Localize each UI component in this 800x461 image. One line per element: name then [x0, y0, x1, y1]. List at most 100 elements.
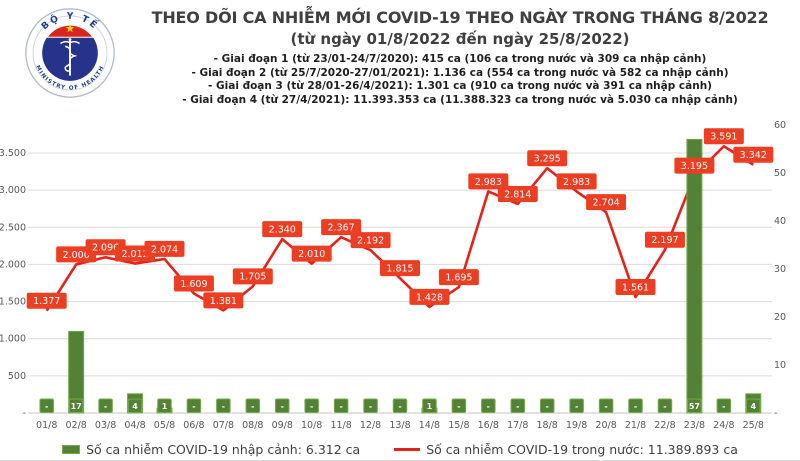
bar-label-box	[598, 398, 614, 413]
x-axis-tick: 17/8	[507, 420, 528, 431]
y-axis-left-tick: 1.000	[0, 334, 26, 345]
bar-label: -	[369, 402, 372, 411]
bar-label-box	[157, 398, 172, 413]
chart-legend: Số ca nhiễm COVID-19 nhập cảnh: 6.312 ca…	[0, 438, 800, 460]
bar-label: -	[457, 402, 460, 411]
x-axis-tick: 05/8	[154, 420, 175, 431]
y-axis-left-tick: -	[23, 408, 26, 419]
y-axis-left-tick: 500	[8, 371, 26, 382]
bar-label: -	[546, 402, 549, 411]
line-label-box	[262, 221, 303, 238]
line-label-box	[556, 173, 597, 190]
bar-label: -	[634, 402, 637, 411]
phase-1-summary: - Giai đoạn 1 (từ 23/01-24/7/2020): 415 …	[213, 53, 707, 65]
bar-label-box	[539, 398, 555, 413]
bar-label-box	[716, 398, 732, 413]
bar-label-box	[451, 398, 467, 413]
line-label: 2.983	[475, 177, 502, 188]
x-axis-tick: 24/8	[713, 420, 734, 431]
line-label: 2.010	[298, 249, 325, 260]
line-label-box	[497, 185, 538, 202]
line-label: 1.381	[210, 296, 237, 307]
line-label: 3.342	[740, 150, 767, 161]
bar-label-box	[304, 398, 319, 413]
combo-chart-plot: -17-4 1- - - - - - - -1- - - - - - - -57-41.3772.0002.0…	[0, 120, 786, 431]
y-axis-right-tick: 30	[774, 264, 786, 275]
legend-domestic-label: Số ca nhiễm COVID-19 trong nước: 11.389.…	[426, 441, 738, 457]
page-subtitle: (từ ngày 01/8/2022 đến ngày 25/8/2022)	[290, 30, 630, 48]
line-label-box	[203, 292, 244, 309]
bar-label-box	[657, 398, 673, 413]
line-label: 3.591	[710, 132, 737, 143]
imported-cases-bar	[686, 138, 703, 414]
x-axis-tick: 13/8	[389, 420, 410, 431]
bar-label-box	[481, 398, 496, 413]
bar-label-box	[98, 398, 113, 413]
legend-imported-label: Số ca nhiễm COVID-19 nhập cảnh: 6.312 ca	[86, 441, 361, 457]
bar-label-box	[39, 398, 54, 413]
line-label: 1.695	[445, 272, 472, 283]
domestic-cases-line	[45, 144, 754, 312]
bar-label: 57	[689, 402, 700, 411]
line-label-box	[291, 245, 332, 262]
bar-label: -	[310, 402, 313, 411]
line-label-box	[173, 275, 214, 292]
line-label: 1.815	[386, 264, 413, 275]
line-label-box	[409, 288, 450, 305]
bar-label: -	[192, 402, 195, 411]
domestic-line-swatch-icon	[394, 447, 421, 451]
y-axis-left-tick: 2.500	[0, 222, 26, 233]
line-label: 1.377	[33, 296, 60, 307]
logo-red-cap	[46, 24, 94, 38]
chart-header: THEO DÕI CA NHIỄM MỚI COVID-19 THEO NGÀY…	[128, 8, 792, 107]
x-axis-tick: 06/8	[183, 420, 204, 431]
x-axis-tick: 02/8	[65, 420, 86, 431]
bar-label: -	[487, 402, 490, 411]
x-axis-tick: 16/8	[478, 420, 499, 431]
y-axis-left-tick: 3.500	[0, 148, 26, 159]
bar-label: -	[251, 402, 254, 411]
bar-label-box	[628, 398, 643, 413]
bar-label: 4	[132, 402, 138, 411]
line-label: 2.367	[328, 223, 355, 234]
line-label: 3.295	[534, 154, 561, 165]
y-axis-right-tick: 50	[774, 168, 786, 179]
x-axis-tick: 09/8	[272, 420, 293, 431]
bar-label-box	[422, 398, 437, 413]
line-label-box	[26, 292, 67, 309]
y-axis-right-tick: 40	[774, 216, 786, 227]
bar-label: -	[575, 402, 578, 411]
bar-label: -	[281, 402, 284, 411]
line-label-box	[144, 240, 185, 257]
x-axis-tick: 07/8	[213, 420, 234, 431]
line-label: 1.705	[239, 272, 266, 283]
bar-label-box	[245, 398, 261, 413]
page-title: THEO DÕI CA NHIỄM MỚI COVID-19 THEO NGÀY…	[151, 8, 769, 27]
legend-item-imported: Số ca nhiễm COVID-19 nhập cảnh: 6.312 ca	[62, 442, 360, 457]
line-label: 2.704	[592, 198, 619, 209]
line-label: 2.074	[151, 244, 178, 255]
bar-label: 17	[71, 402, 82, 411]
line-label: 1.609	[180, 279, 207, 290]
bar-label: -	[516, 402, 519, 411]
line-label: 2.192	[357, 236, 384, 247]
line-label-box	[468, 173, 509, 190]
x-axis-tick: 11/8	[330, 420, 351, 431]
bar-label: -	[604, 402, 607, 411]
line-label: 1.561	[622, 282, 649, 293]
line-label: 2.012	[121, 249, 148, 260]
bar-label: -	[104, 402, 107, 411]
bar-label-box	[127, 398, 143, 413]
bar-label-box	[746, 398, 761, 413]
y-axis-right-tick: 20	[774, 312, 786, 323]
x-axis-tick: 19/8	[566, 420, 587, 431]
bar-label: 1	[427, 402, 433, 411]
bar-label-box	[68, 398, 84, 413]
line-label-box	[380, 260, 420, 277]
logo-staff-snake-icon	[60, 38, 80, 76]
bar-label: 4	[750, 402, 756, 411]
line-label-box	[438, 269, 479, 286]
x-axis-tick: 08/8	[242, 420, 263, 431]
imported-bar-swatch-icon	[62, 444, 81, 454]
